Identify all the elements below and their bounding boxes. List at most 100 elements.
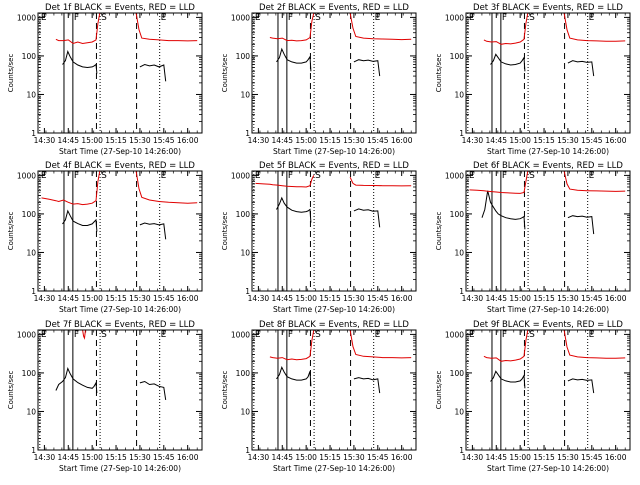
event-marker-label: E: [589, 13, 595, 23]
x-tick-label: 15:15: [105, 136, 127, 145]
y-tick-label: 1: [31, 446, 36, 455]
series-group: [255, 175, 412, 228]
event-marker-label: E: [255, 330, 261, 340]
event-marker-label: E: [161, 13, 167, 23]
y-tick-label: 1: [245, 446, 250, 455]
event-marker-label: E: [469, 171, 475, 181]
x-tick-label: 15:30: [129, 136, 151, 145]
y-axis-label: Counts/sec: [7, 54, 15, 93]
y-axis-label: Counts/sec: [221, 212, 229, 251]
y-tick-label: 100: [450, 210, 465, 219]
panel-title: Det 7f BLACK = Events, RED = LLD: [45, 320, 195, 330]
x-tick-label: 14:30: [462, 294, 484, 303]
y-tick-label: 1: [245, 129, 250, 138]
events-series-line: [481, 190, 526, 230]
y-tick-label: 1: [459, 129, 464, 138]
x-tick-label: 16:00: [605, 294, 627, 303]
series-group: [55, 13, 198, 82]
x-tick-label: 14:45: [271, 294, 293, 303]
x-tick-label: 14:30: [248, 136, 270, 145]
lld-series-line: [563, 171, 626, 192]
event-marker-label: E: [375, 13, 381, 23]
event-marker-label: F: [74, 13, 79, 23]
x-tick-label: 14:30: [34, 136, 56, 145]
y-tick-label: 10: [240, 248, 250, 257]
lld-series-line: [269, 330, 315, 361]
y-tick-label: 10: [240, 407, 250, 416]
y-tick-label: 100: [22, 369, 37, 378]
events-series-line: [139, 63, 167, 82]
plot-frame: [251, 329, 417, 451]
y-tick-label: 10: [454, 90, 464, 99]
event-marker-label: S: [529, 171, 535, 181]
x-axis-label: Start Time (27-Sep-10 14:26:00): [487, 464, 609, 473]
x-axis-label: Start Time (27-Sep-10 14:26:00): [273, 147, 395, 156]
plot-frame: [251, 12, 417, 134]
panel-4: Det 4f BLACK = Events, RED = LLD Counts/s…: [7, 161, 203, 314]
events-series-line: [353, 208, 381, 228]
x-tick-label: 15:15: [319, 453, 341, 462]
x-tick-label: 15:30: [343, 453, 365, 462]
x-tick-label: 16:00: [177, 136, 199, 145]
events-series-line: [55, 367, 98, 394]
event-marker-label: F: [288, 171, 293, 181]
panel-title: Det 8f BLACK = Events, RED = LLD: [259, 320, 409, 330]
x-tick-label: 14:45: [57, 294, 79, 303]
lld-series-line: [563, 13, 626, 42]
y-tick-label: 100: [236, 52, 251, 61]
events-series-line: [139, 222, 167, 240]
events-series-line: [353, 59, 381, 77]
x-tick-label: 15:00: [295, 453, 317, 462]
x-tick-label: 15:15: [319, 136, 341, 145]
x-tick-label: 14:30: [34, 294, 56, 303]
lld-series-line: [255, 175, 315, 188]
event-marker-label: F: [288, 330, 293, 340]
event-marker-label: E: [375, 171, 381, 181]
panel-8: Det 8f BLACK = Events, RED = LLD Counts/s…: [221, 320, 417, 473]
x-tick-label: 15:45: [367, 136, 389, 145]
plot-frame: [251, 170, 417, 292]
event-marker-label: S: [101, 330, 107, 340]
panel-title: Det 5f BLACK = Events, RED = LLD: [259, 161, 409, 171]
events-series-line: [567, 60, 595, 77]
x-tick-label: 15:30: [557, 136, 579, 145]
x-tick-label: 15:45: [581, 136, 603, 145]
events-series-line: [62, 50, 98, 74]
lld-series-line: [563, 330, 626, 359]
x-tick-label: 14:45: [57, 136, 79, 145]
x-tick-label: 15:45: [581, 453, 603, 462]
x-tick-label: 15:45: [367, 453, 389, 462]
x-axis-label: Start Time (27-Sep-10 14:26:00): [273, 305, 395, 314]
lld-series-line: [469, 171, 529, 194]
x-tick-label: 14:30: [248, 453, 270, 462]
event-marker-label: E: [589, 330, 595, 340]
event-marker-label: E: [469, 330, 475, 340]
x-tick-label: 14:45: [57, 453, 79, 462]
y-tick-label: 1000: [17, 330, 36, 339]
x-axis-label: Start Time (27-Sep-10 14:26:00): [487, 147, 609, 156]
x-tick-label: 15:45: [367, 294, 389, 303]
series-group: [41, 171, 198, 240]
x-tick-label: 15:15: [105, 294, 127, 303]
plot-frame: [465, 329, 631, 451]
x-axis-label: Start Time (27-Sep-10 14:26:00): [59, 464, 181, 473]
x-tick-label: 15:00: [295, 294, 317, 303]
event-marker-label: S: [315, 171, 321, 181]
x-tick-label: 15:15: [319, 294, 341, 303]
events-series-line: [567, 215, 595, 235]
x-axis-label: Start Time (27-Sep-10 14:26:00): [59, 147, 181, 156]
x-tick-label: 16:00: [605, 453, 627, 462]
lld-series-line: [349, 13, 412, 41]
event-marker-label: E: [161, 171, 167, 181]
x-tick-label: 15:30: [557, 453, 579, 462]
y-tick-label: 1: [245, 287, 250, 296]
event-marker-label: F: [502, 171, 507, 181]
x-tick-label: 14:45: [271, 136, 293, 145]
plot-frame: [465, 170, 631, 292]
y-axis-label: Counts/sec: [435, 54, 443, 93]
events-series-line: [490, 53, 526, 72]
events-series-line: [276, 365, 312, 387]
series-group: [469, 171, 626, 235]
y-tick-label: 1000: [445, 330, 464, 339]
